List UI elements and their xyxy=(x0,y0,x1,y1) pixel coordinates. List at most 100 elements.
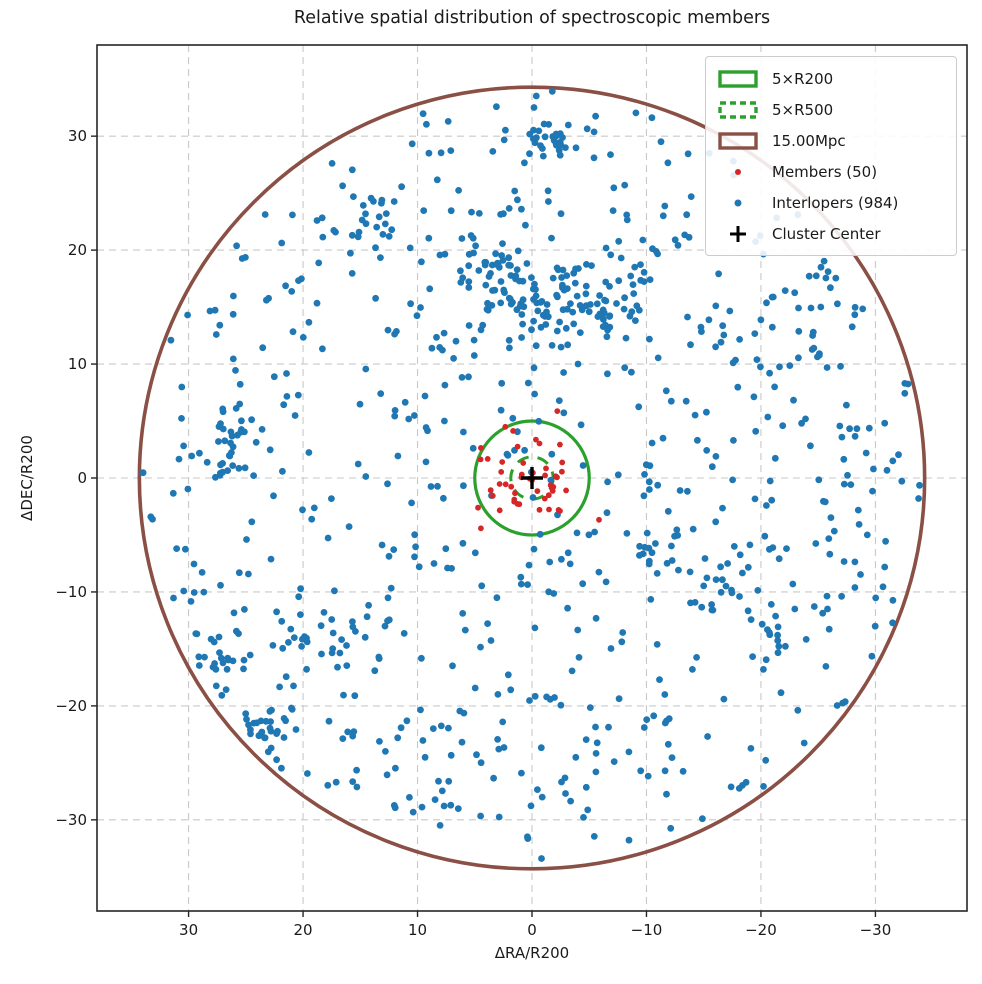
interloper-point xyxy=(881,563,889,571)
interloper-point xyxy=(506,344,513,352)
interloper-point xyxy=(216,321,224,329)
interloper-point xyxy=(418,258,425,266)
interloper-point xyxy=(776,363,783,371)
interloper-point xyxy=(232,367,239,374)
legend-item-label: Interlopers (984) xyxy=(772,193,899,212)
interloper-point xyxy=(482,258,490,266)
interloper-point xyxy=(459,274,467,282)
member-point xyxy=(502,481,509,488)
interloper-point xyxy=(739,569,746,577)
interloper-point xyxy=(585,531,593,539)
interloper-point xyxy=(348,231,356,239)
interloper-point xyxy=(303,665,310,673)
interloper-point xyxy=(615,695,623,703)
interloper-point xyxy=(712,576,720,583)
x-axis-label: ΔRA/R200 xyxy=(494,944,570,962)
interloper-point xyxy=(563,272,571,279)
interloper-point xyxy=(478,582,486,590)
interloper-point xyxy=(468,208,475,216)
interloper-point xyxy=(287,625,295,633)
interloper-point xyxy=(562,790,569,797)
interloper-point xyxy=(848,323,856,331)
interloper-point xyxy=(596,292,603,299)
mpc-circle xyxy=(137,85,927,871)
interloper-point xyxy=(363,613,371,621)
interloper-point xyxy=(663,790,670,798)
interloper-point xyxy=(869,487,876,495)
interloper-point xyxy=(647,596,655,603)
interloper-point xyxy=(445,777,453,785)
interloper-point xyxy=(529,135,537,143)
interloper-point xyxy=(423,120,430,128)
interloper-point xyxy=(266,446,274,454)
interloper-point xyxy=(698,328,705,335)
interloper-point xyxy=(712,453,720,460)
interloper-point xyxy=(242,710,250,718)
interloper-point xyxy=(625,748,633,756)
interloper-point xyxy=(407,300,414,308)
interloper-point xyxy=(604,370,611,378)
interloper-point xyxy=(184,311,192,319)
interloper-point xyxy=(526,150,533,158)
interloper-point xyxy=(224,467,232,474)
member-point xyxy=(489,492,496,499)
interloper-point xyxy=(278,239,286,247)
interloper-point xyxy=(766,631,774,639)
interloper-point xyxy=(328,649,336,657)
interloper-point xyxy=(717,338,725,346)
interloper-point xyxy=(243,715,250,723)
interloper-point xyxy=(381,220,389,228)
interloper-point xyxy=(623,211,631,219)
interloper-point xyxy=(511,187,519,195)
interloper-point xyxy=(543,301,551,308)
interloper-point xyxy=(235,569,243,577)
interloper-point xyxy=(582,302,590,310)
interloper-point xyxy=(388,226,396,234)
interloper-point xyxy=(339,735,347,742)
interloper-point xyxy=(751,330,759,337)
interloper-point xyxy=(440,329,448,337)
interloper-point xyxy=(538,855,545,862)
interloper-point xyxy=(603,509,611,517)
interloper-point xyxy=(264,748,272,756)
interloper-point xyxy=(305,449,313,456)
interloper-point xyxy=(495,813,503,821)
interloper-point xyxy=(789,580,797,588)
member-point xyxy=(548,485,555,491)
interloper-point xyxy=(217,420,224,427)
interloper-point xyxy=(781,287,789,294)
plot-title: Relative spatial distribution of spectro… xyxy=(293,8,771,28)
interloper-point xyxy=(609,207,617,215)
interloper-point xyxy=(378,541,386,549)
interloper-point xyxy=(667,824,675,832)
interloper-point xyxy=(712,518,720,526)
interloper-point xyxy=(235,464,243,472)
interloper-point xyxy=(822,274,830,282)
interloper-point xyxy=(642,461,650,469)
interloper-point xyxy=(408,499,415,507)
interloper-point xyxy=(282,282,289,290)
interloper-point xyxy=(851,558,859,566)
interloper-point xyxy=(622,334,630,342)
interloper-point xyxy=(499,718,507,726)
interloper-point xyxy=(698,603,706,611)
interloper-point xyxy=(454,805,462,812)
interloper-point xyxy=(592,112,599,120)
interloper-point xyxy=(258,426,266,433)
interloper-point xyxy=(377,254,384,261)
interloper-point xyxy=(178,383,186,391)
interloper-point xyxy=(170,594,177,602)
y-tick-label: −20 xyxy=(55,697,87,715)
member-point xyxy=(554,408,561,414)
interloper-point xyxy=(243,536,250,543)
interloper-point xyxy=(372,244,379,252)
interloper-point xyxy=(592,768,600,776)
interloper-point xyxy=(832,274,840,282)
interloper-point xyxy=(447,147,455,155)
interloper-point xyxy=(715,270,722,278)
interloper-point xyxy=(471,684,479,692)
interloper-point xyxy=(385,616,393,624)
interloper-point xyxy=(513,306,521,314)
interloper-point xyxy=(524,581,531,588)
interloper-point xyxy=(825,625,833,633)
